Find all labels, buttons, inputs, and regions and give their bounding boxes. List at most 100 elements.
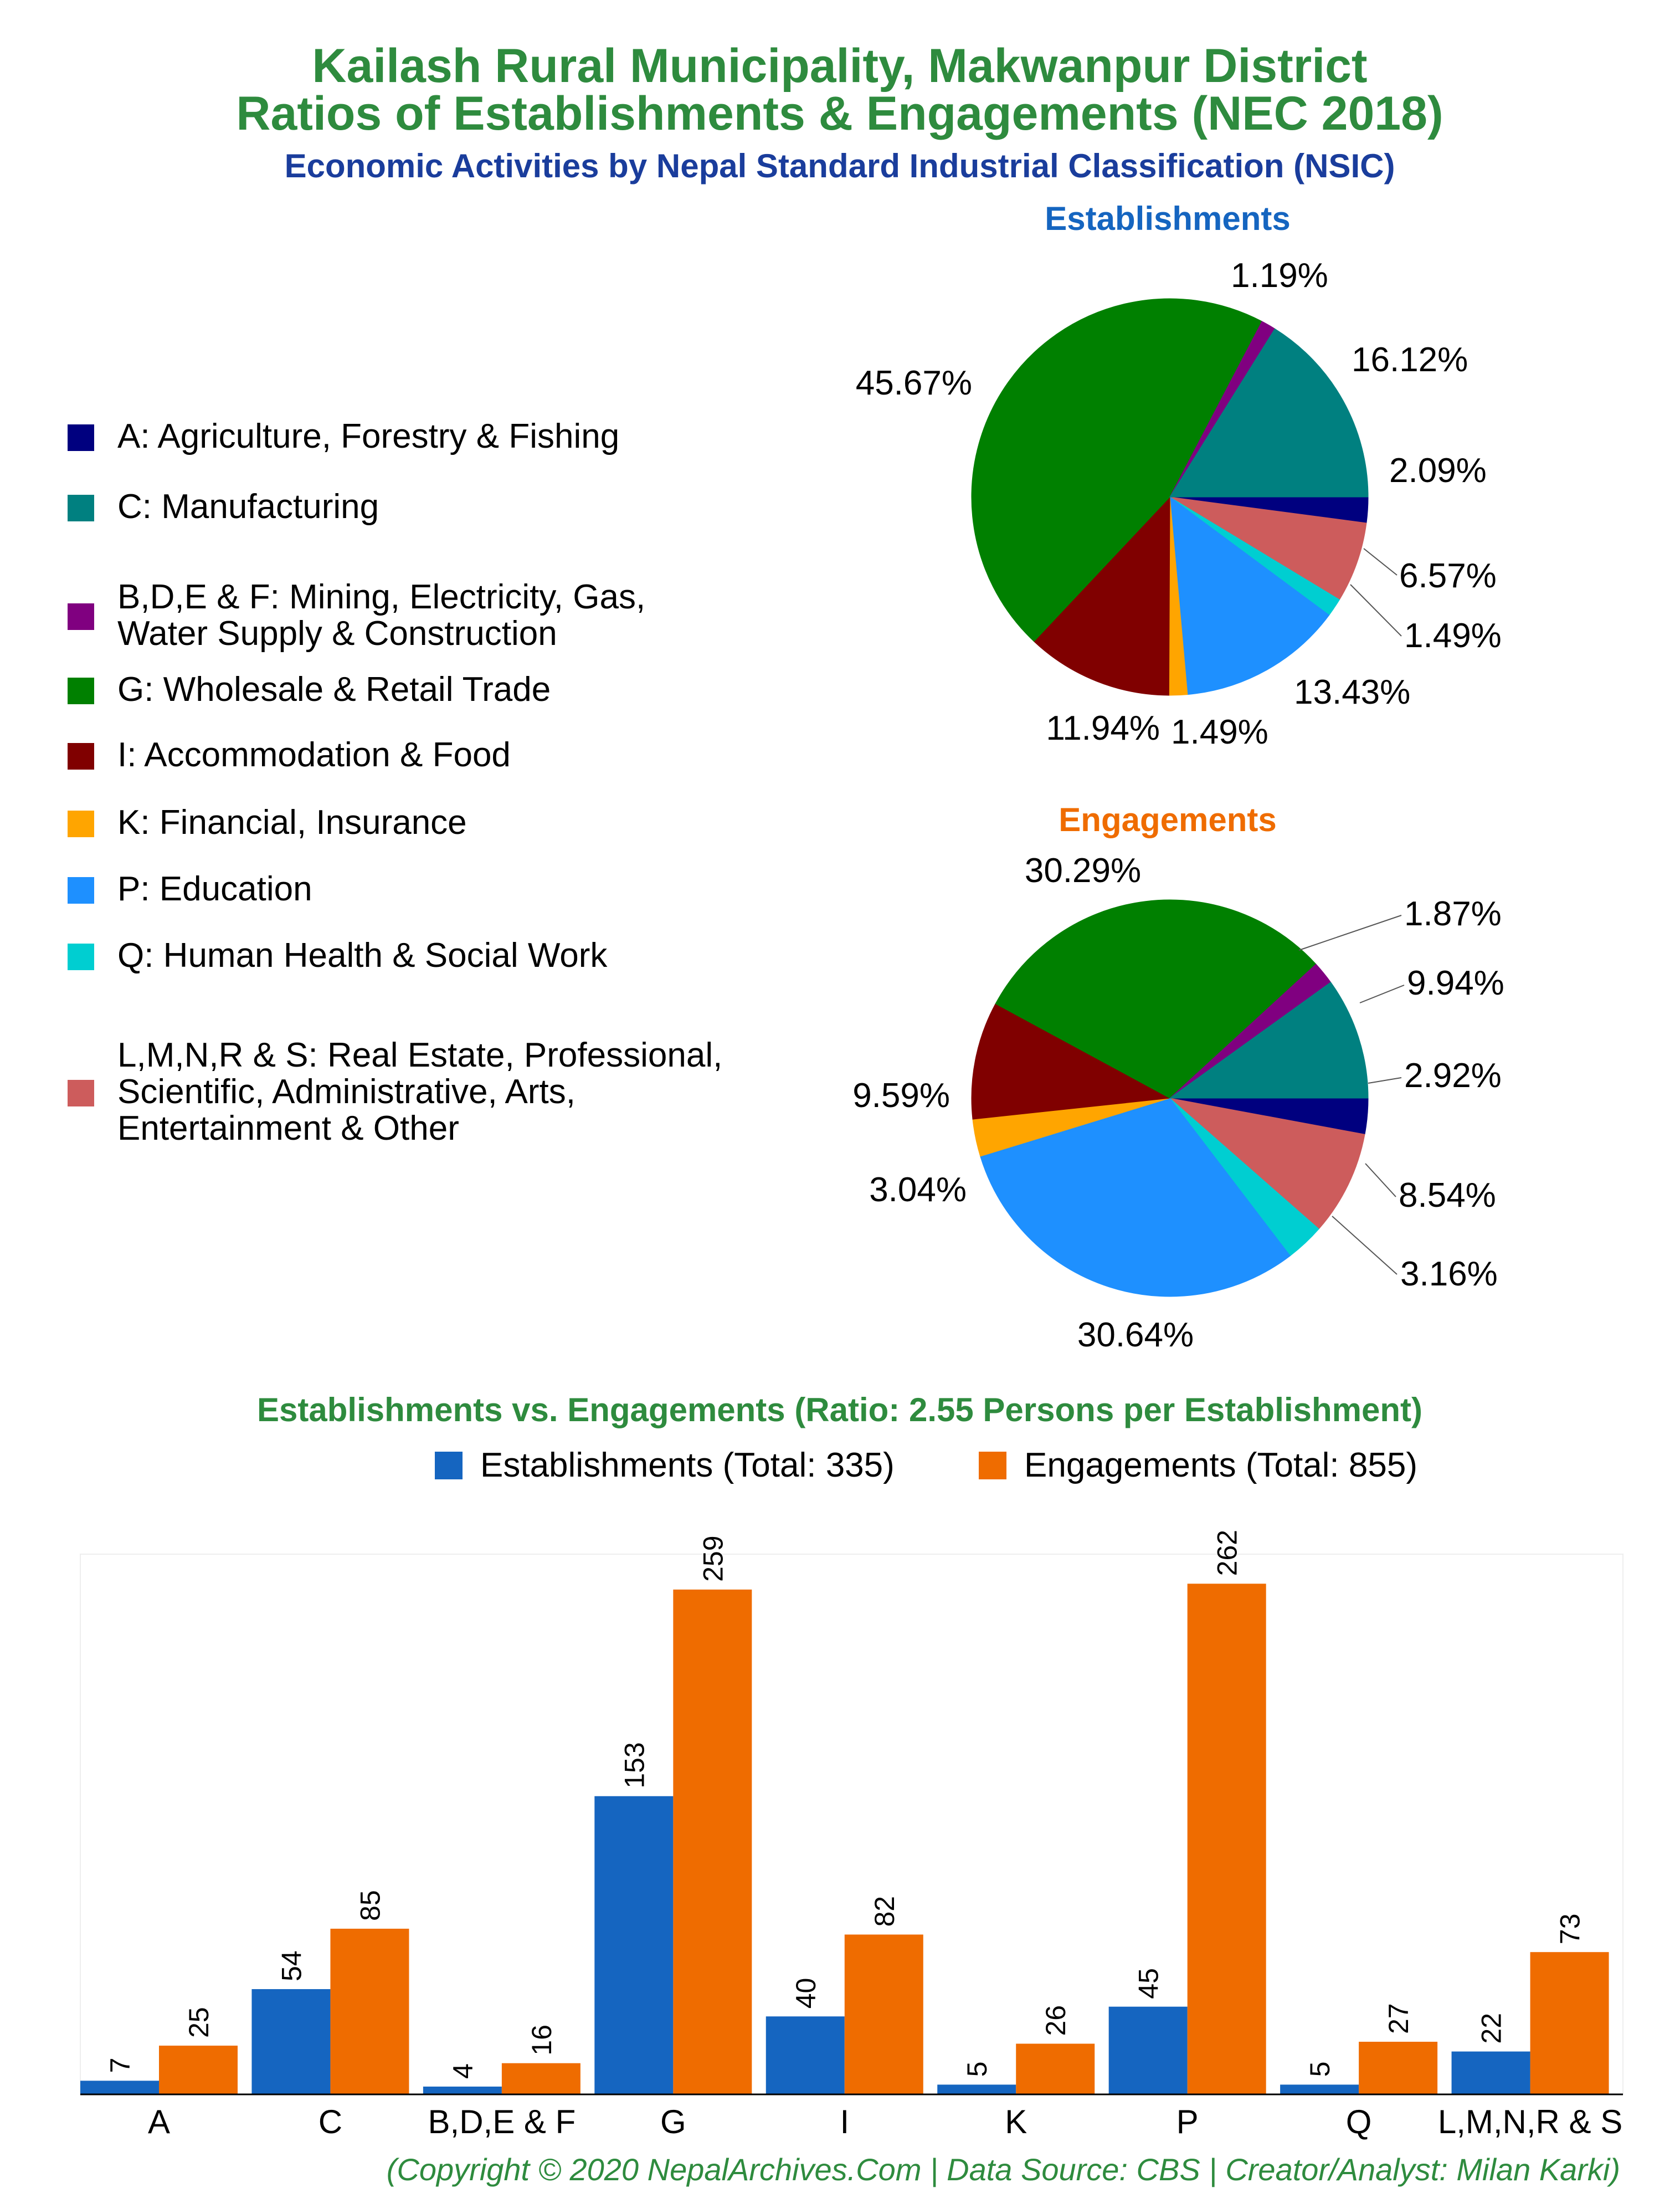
pie-leader-line (1350, 584, 1402, 637)
pie-label-k: 1.49% (1171, 713, 1268, 751)
bar-value-label: 4 (448, 2063, 479, 2079)
chart-title-line2: Ratios of Establishments & Engagements (… (236, 87, 1443, 140)
bar-value-label: 5 (1304, 2062, 1335, 2077)
bar-establishments-8 (1451, 2051, 1530, 2094)
bar-value-label: 262 (1212, 1530, 1243, 1576)
x-tick-label: B,D,E & F (428, 2103, 576, 2140)
bar-value-label: 5 (962, 2062, 993, 2077)
pie-label-bdef: 1.87% (1404, 895, 1502, 933)
legend-label-6: P: Education (117, 870, 312, 908)
chart-subtitle: Economic Activities by Nepal Standard In… (285, 147, 1395, 185)
bar-establishments-1 (251, 1989, 331, 2094)
legend-label-2: B,D,E & F: Mining, Electricity, Gas, (117, 578, 645, 616)
bar-value-label: 22 (1476, 2013, 1507, 2044)
legend-label-7: Q: Human Health & Social Work (117, 936, 608, 975)
bar-engagements-1 (330, 1928, 409, 2094)
bar-establishments-3 (594, 1796, 674, 2094)
pie-label-lmnrs: 8.54% (1399, 1176, 1496, 1215)
pie-leader-line (1298, 915, 1402, 951)
legend-swatch-7 (68, 944, 94, 970)
bar-legend-swatch-0 (435, 1452, 463, 1479)
legend-label-3: G: Wholesale & Retail Trade (117, 670, 551, 709)
pie-label-q: 3.16% (1400, 1255, 1498, 1293)
bar-value-label: 54 (276, 1950, 307, 1981)
bar-value-label: 82 (869, 1896, 900, 1927)
x-tick-label: G (660, 2103, 686, 2140)
legend-label-0: A: Agriculture, Forestry & Fishing (117, 417, 619, 455)
legend-label-8: Entertainment & Other (117, 1109, 459, 1147)
pie-slice-i (971, 1003, 1171, 1120)
pie-slice-p (1169, 496, 1330, 695)
pie-label-a: 2.92% (1404, 1057, 1502, 1095)
legend-label-1: C: Manufacturing (117, 488, 379, 526)
legend-label-4: I: Accommodation & Food (117, 736, 511, 774)
pie-slice-c (1169, 328, 1369, 498)
legend-swatch-6 (68, 877, 94, 904)
pie-slice-lmnrs (1169, 496, 1367, 601)
pie-label-k: 3.04% (869, 1171, 967, 1209)
pie-slice-g (995, 899, 1317, 1099)
x-tick-label: Q (1346, 2103, 1372, 2140)
legend-label-2: Water Supply & Construction (117, 614, 557, 653)
pie-label-c: 9.94% (1407, 964, 1504, 1002)
bar-engagements-6 (1187, 1584, 1266, 2094)
pie-leader-line (1365, 1163, 1396, 1197)
footer-credit: (Copyright © 2020 NepalArchives.Com | Da… (387, 2152, 1620, 2187)
pie-slice-g (971, 298, 1262, 642)
establishments-pie-title: Establishments (1045, 200, 1290, 237)
bar-value-label: 73 (1555, 1914, 1586, 1945)
pie-label-lmnrs: 6.57% (1399, 557, 1497, 595)
pie-label-c: 16.12% (1352, 341, 1468, 379)
pie-leader-line (1368, 1077, 1402, 1084)
bar-value-label: 45 (1133, 1968, 1164, 1999)
pie-slice-i (1034, 496, 1170, 696)
bar-establishments-4 (765, 2016, 845, 2094)
bar-value-label: 85 (355, 1890, 386, 1921)
bar-legend-label-0: Establishments (Total: 335) (480, 1446, 895, 1484)
x-tick-label: A (148, 2103, 170, 2140)
legend-label-8: Scientific, Administrative, Arts, (117, 1073, 576, 1111)
x-tick-label: I (840, 2103, 849, 2140)
bar-chart-title: Establishments vs. Engagements (Ratio: 2… (257, 1391, 1422, 1428)
legend-label-8: L,M,N,R & S: Real Estate, Professional, (117, 1036, 722, 1074)
bar-value-label: 25 (183, 2007, 214, 2038)
bar-chart: 7 25 A 54 85 C 4 16 B,D,E & F 153 259 G 40 82 I 5 26 K 45 2… (80, 1530, 1624, 2140)
legend-swatch-8 (68, 1080, 94, 1106)
legend-swatch-1 (68, 495, 94, 521)
pie-label-g: 45.67% (856, 364, 972, 402)
chart-title-line1: Kailash Rural Municipality, Makwanpur Di… (312, 39, 1367, 93)
x-tick-label: C (318, 2103, 342, 2140)
bar-legend: Establishments (Total: 335) Engagements (… (435, 1446, 1417, 1484)
bar-value-label: 259 (697, 1535, 728, 1581)
bar-value-label: 153 (619, 1742, 650, 1788)
bar-establishments-0 (80, 2081, 159, 2094)
bar-establishments-2 (423, 2086, 502, 2094)
bar-value-label: 26 (1040, 2005, 1071, 2036)
legend-swatch-3 (68, 678, 94, 704)
pie-label-i: 9.59% (852, 1077, 950, 1115)
engagements-pie: 2.92% 8.54% 3.16% 30.64% 3.04% 9.59% 30.29% 1.8… (852, 852, 1504, 1354)
bar-establishments-6 (1108, 2006, 1188, 2094)
bar-engagements-7 (1359, 2042, 1438, 2094)
legend-swatch-0 (68, 424, 94, 451)
pie-slice-p (980, 1098, 1291, 1297)
legend-label-5: K: Financial, Insurance (117, 803, 467, 842)
pie-slice-lmnrs (1169, 1098, 1365, 1229)
pie-label-p: 30.64% (1077, 1316, 1194, 1354)
x-tick-label: P (1176, 2103, 1199, 2140)
pie-label-g: 30.29% (1025, 852, 1141, 890)
legend-swatch-2 (68, 603, 94, 630)
x-tick-label: K (1005, 2103, 1027, 2140)
pie-leader-line (1363, 548, 1398, 576)
bar-value-label: 40 (790, 1978, 821, 2009)
pie-legend: A: Agriculture, Forestry & Fishing C: Man… (68, 417, 722, 1147)
pie-label-bdef: 1.19% (1231, 257, 1328, 295)
pie-slice-c (1169, 981, 1369, 1099)
bar-engagements-3 (673, 1589, 752, 2094)
bar-value-label: 16 (526, 2025, 557, 2056)
x-tick-label: L,M,N,R & S (1438, 2103, 1622, 2140)
bar-establishments-7 (1280, 2084, 1359, 2094)
legend-swatch-4 (68, 743, 94, 770)
bar-engagements-5 (1016, 2043, 1095, 2094)
